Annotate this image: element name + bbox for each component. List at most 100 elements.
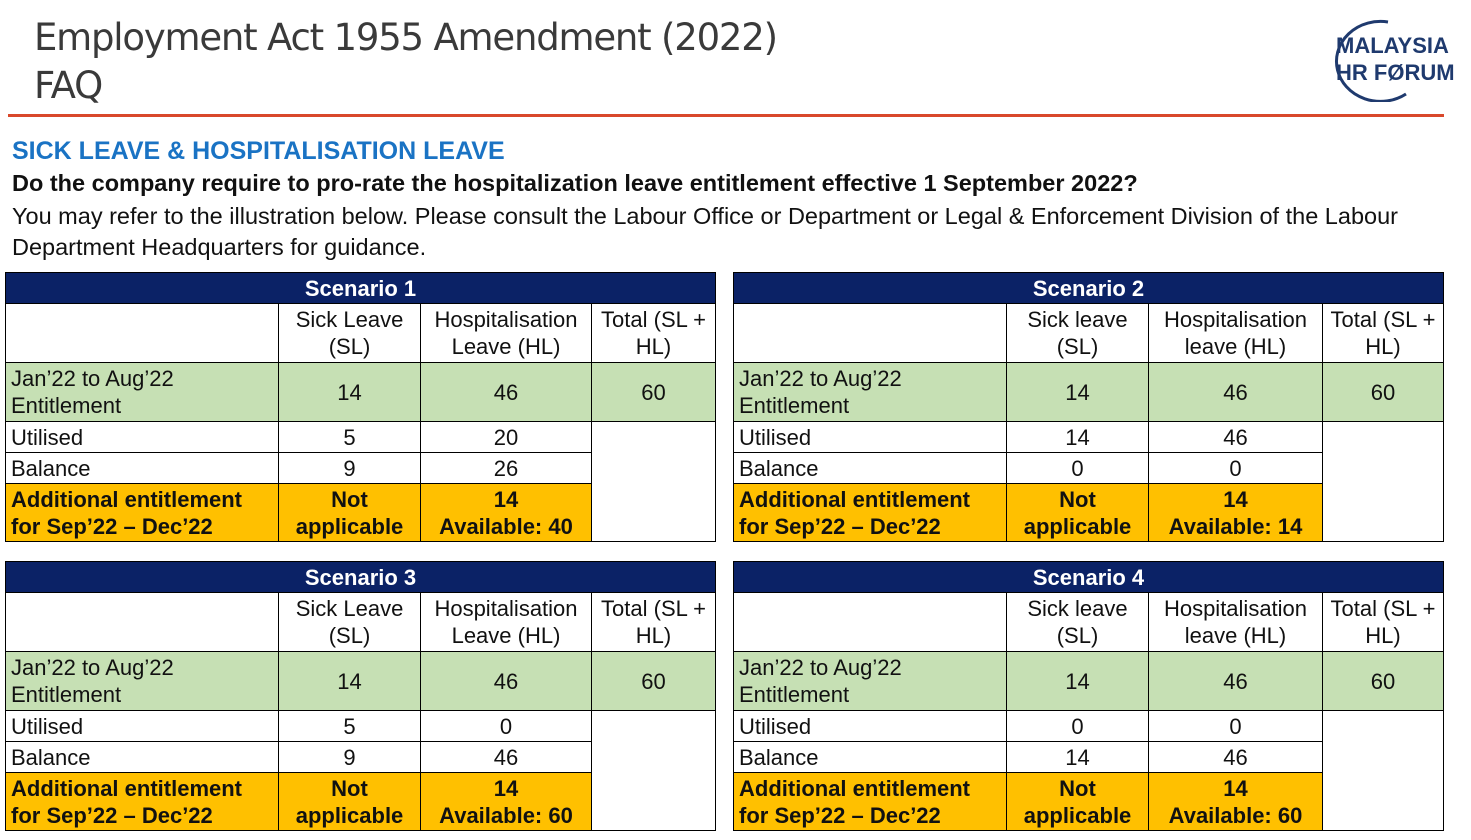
- col-hospitalisation-header: Hospitalisation leave (HL): [1148, 303, 1323, 363]
- total-blank-cell: [590, 421, 717, 542]
- additional-sl-line-2: applicable: [1023, 513, 1132, 539]
- entitlement-label: Jan’22 to Aug’22 Entitlement: [733, 651, 1007, 711]
- additional-sl-line-1: Not: [331, 486, 368, 512]
- balance-label: Balance: [5, 741, 279, 773]
- additional-label-line-2: for Sep’22 – Dec’22: [11, 802, 213, 828]
- col-hospitalisation-header: Hospitalisation leave (HL): [1148, 592, 1323, 652]
- col-sick-leave-header: Sick Leave (SL): [278, 303, 421, 363]
- entitlement-sl: 14: [278, 651, 421, 711]
- balance-label: Balance: [733, 452, 1007, 484]
- entitlement-total: 60: [590, 651, 717, 711]
- additional-label-line-2: for Sep’22 – Dec’22: [11, 513, 213, 539]
- scenario-title: Scenario 4: [732, 561, 1445, 593]
- additional-entitlement-label: Additional entitlement for Sep’22 – Dec’…: [733, 772, 1007, 831]
- additional-label-line-1: Additional entitlement: [739, 486, 970, 512]
- additional-hl: 14 Available: 14: [1148, 483, 1323, 542]
- entitlement-hl: 46: [420, 362, 592, 422]
- logo-line-2: HR FØRUM: [1336, 60, 1455, 85]
- entitlement-label: Jan’22 to Aug’22 Entitlement: [5, 651, 279, 711]
- entitlement-label: Jan’22 to Aug’22 Entitlement: [733, 362, 1007, 422]
- additional-hl: 14 Available: 60: [1148, 772, 1323, 831]
- balance-label: Balance: [733, 741, 1007, 773]
- malaysia-hr-forum-logo: MALAYSIA HR FØRUM: [1318, 16, 1455, 102]
- additional-label-line-2: for Sep’22 – Dec’22: [739, 802, 941, 828]
- total-blank-cell: [590, 710, 717, 831]
- faq-question: Do the company require to pro-rate the h…: [12, 170, 1138, 196]
- additional-label-line-1: Additional entitlement: [11, 486, 242, 512]
- additional-entitlement-label: Additional entitlement for Sep’22 – Dec’…: [5, 772, 279, 831]
- faq-answer: You may refer to the illustration below.…: [12, 203, 1398, 260]
- utilised-label: Utilised: [733, 710, 1007, 742]
- balance-sl: 0: [1006, 452, 1149, 484]
- utilised-sl: 0: [1006, 710, 1149, 742]
- additional-hl-line-2: Available: 60: [439, 802, 573, 828]
- additional-entitlement-label: Additional entitlement for Sep’22 – Dec’…: [5, 483, 279, 542]
- entitlement-total: 60: [1321, 362, 1445, 422]
- col-total-header: Total (SL + HL): [590, 592, 717, 652]
- scenario-title: Scenario 3: [4, 561, 717, 593]
- additional-sl: Not applicable: [1006, 483, 1149, 542]
- col-total-header: Total (SL + HL): [590, 303, 717, 363]
- col-total-header: Total (SL + HL): [1321, 592, 1445, 652]
- utilised-hl: 46: [1148, 421, 1323, 453]
- additional-sl-line-2: applicable: [295, 513, 404, 539]
- additional-sl-line-1: Not: [331, 775, 368, 801]
- scenario-table: Scenario 3 Sick Leave (SL) Hospitalisati…: [4, 561, 717, 831]
- scenario-title: Scenario 1: [4, 272, 717, 304]
- balance-hl: 46: [420, 741, 592, 773]
- total-blank-cell: [1321, 710, 1445, 831]
- page-title-line-2: FAQ: [34, 64, 103, 107]
- utilised-label: Utilised: [733, 421, 1007, 453]
- additional-sl-line-2: applicable: [295, 802, 404, 828]
- utilised-sl: 5: [278, 710, 421, 742]
- header-blank-cell: [5, 592, 279, 652]
- utilised-label: Utilised: [5, 710, 279, 742]
- additional-hl-line-2: Available: 60: [1168, 802, 1303, 828]
- additional-entitlement-label: Additional entitlement for Sep’22 – Dec’…: [733, 483, 1007, 542]
- col-sick-leave-header: Sick Leave (SL): [278, 592, 421, 652]
- entitlement-label: Jan’22 to Aug’22 Entitlement: [5, 362, 279, 422]
- entitlement-hl: 46: [1148, 362, 1323, 422]
- additional-sl: Not applicable: [1006, 772, 1149, 831]
- scenario-table: Scenario 4 Sick leave (SL) Hospitalisati…: [732, 561, 1445, 831]
- additional-hl-line-2: Available: 14: [1168, 513, 1303, 539]
- additional-hl-line-1: 14: [1223, 486, 1248, 512]
- utilised-label: Utilised: [5, 421, 279, 453]
- additional-sl-line-2: applicable: [1023, 802, 1132, 828]
- header-blank-cell: [5, 303, 279, 363]
- utilised-hl: 0: [1148, 710, 1323, 742]
- page-title-line-1: Employment Act 1955 Amendment (2022): [34, 16, 778, 59]
- additional-hl: 14 Available: 40: [420, 483, 592, 542]
- additional-sl: Not applicable: [278, 483, 421, 542]
- balance-hl: 26: [420, 452, 592, 484]
- entitlement-sl: 14: [278, 362, 421, 422]
- utilised-sl: 5: [278, 421, 421, 453]
- col-sick-leave-header: Sick leave (SL): [1006, 592, 1149, 652]
- entitlement-sl: 14: [1006, 362, 1149, 422]
- additional-label-line-1: Additional entitlement: [739, 775, 970, 801]
- col-sick-leave-header: Sick leave (SL): [1006, 303, 1149, 363]
- balance-hl: 46: [1148, 741, 1323, 773]
- entitlement-total: 60: [590, 362, 717, 422]
- logo-text: MALAYSIA HR FØRUM: [1336, 32, 1471, 86]
- total-blank-cell: [1321, 421, 1445, 542]
- logo-ring-icon: [1334, 19, 1407, 102]
- balance-sl: 14: [1006, 741, 1149, 773]
- entitlement-hl: 46: [420, 651, 592, 711]
- logo-line-1: MALAYSIA: [1336, 33, 1449, 58]
- header-blank-cell: [733, 592, 1007, 652]
- utilised-hl: 20: [420, 421, 592, 453]
- additional-sl-line-1: Not: [1059, 486, 1096, 512]
- additional-sl: Not applicable: [278, 772, 421, 831]
- additional-hl-line-2: Available: 40: [439, 513, 573, 539]
- additional-hl-line-1: 14: [493, 486, 519, 512]
- balance-sl: 9: [278, 452, 421, 484]
- scenario-title: Scenario 2: [732, 272, 1445, 304]
- col-total-header: Total (SL + HL): [1321, 303, 1445, 363]
- header-divider: [8, 114, 1444, 117]
- col-hospitalisation-header: Hospitalisation Leave (HL): [420, 592, 592, 652]
- additional-hl: 14 Available: 60: [420, 772, 592, 831]
- utilised-hl: 0: [420, 710, 592, 742]
- scenario-table: Scenario 2 Sick leave (SL) Hospitalisati…: [732, 272, 1445, 542]
- additional-label-line-2: for Sep’22 – Dec’22: [739, 513, 941, 539]
